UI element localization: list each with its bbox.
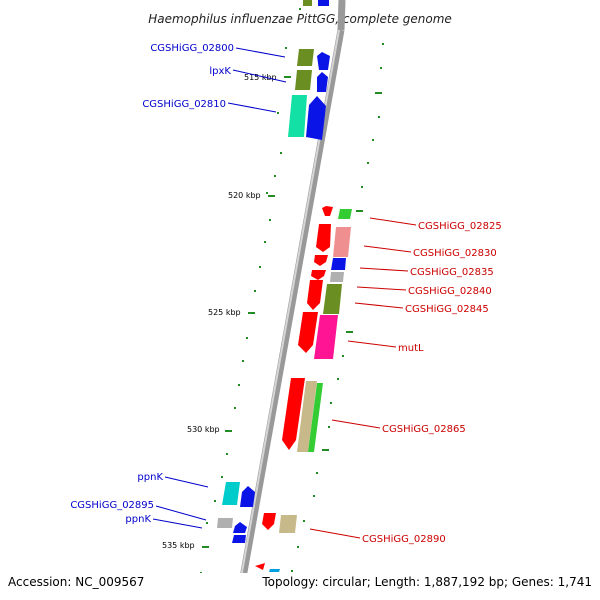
kbp-ticks [202, 76, 291, 548]
forward-gene-labels: CGSHiGG_02800 lpxK CGSHiGG_02810 ppnK CG… [70, 43, 234, 525]
gene-cgshigg-02895[interactable] [217, 518, 233, 528]
kbp-label-530: 530 kbp [187, 425, 220, 434]
label-mutl[interactable]: mutL [398, 343, 424, 354]
reverse-label-leaders [309, 217, 417, 539]
label-cgshigg-02810[interactable]: CGSHiGG_02810 [142, 99, 226, 110]
gene-ppnk-upper[interactable] [222, 482, 255, 507]
genome-summary-text: Topology: circular; Length: 1,887,192 bp… [261, 575, 592, 589]
label-cgshigg-02865[interactable]: CGSHiGG_02865 [382, 424, 466, 435]
label-cgshigg-02840[interactable]: CGSHiGG_02840 [408, 286, 492, 297]
gene-cgshigg-02845[interactable] [298, 312, 318, 353]
gene-lpxk[interactable] [295, 70, 328, 92]
gene-cgshigg-02835[interactable] [330, 272, 344, 282]
bottom-partial-genes [255, 563, 280, 572]
gene-cgshigg-02890[interactable] [262, 513, 297, 533]
kbp-label-535: 535 kbp [162, 541, 195, 550]
map-title: Haemophilus influenzae PittGG, complete … [148, 12, 452, 26]
label-ppnk-upper[interactable]: ppnK [137, 472, 163, 483]
gene-cgshigg-02810[interactable] [288, 95, 326, 140]
reverse-gene-labels: CGSHiGG_02825 CGSHiGG_02830 CGSHiGG_0283… [362, 221, 502, 545]
accession-text: Accession: NC_009567 [8, 575, 144, 589]
kbp-labels: 515 kbp 520 kbp 525 kbp 530 kbp 535 kbp [162, 73, 277, 550]
kbp-label-515: 515 kbp [244, 73, 277, 82]
kbp-label-520: 520 kbp [228, 191, 261, 200]
label-cgshigg-02895[interactable]: CGSHiGG_02895 [70, 500, 154, 511]
label-lpxk[interactable]: lpxK [209, 66, 231, 77]
gene-cgshigg-02825[interactable] [322, 206, 352, 219]
gene-small-red-arrows [311, 255, 328, 280]
label-cgshigg-02845[interactable]: CGSHiGG_02845 [405, 304, 489, 315]
top-partial-genes [303, 0, 329, 6]
gene-ppnk-lower[interactable] [232, 522, 247, 543]
label-cgshigg-02890[interactable]: CGSHiGG_02890 [362, 534, 446, 545]
forward-label-leaders [152, 47, 287, 529]
kbp-label-525: 525 kbp [208, 308, 241, 317]
inner-tick-marks [200, 8, 301, 574]
label-cgshigg-02835[interactable]: CGSHiGG_02835 [410, 267, 494, 278]
gene-mutl[interactable] [314, 315, 338, 359]
label-cgshigg-02800[interactable]: CGSHiGG_02800 [150, 43, 234, 54]
label-cgshigg-02830[interactable]: CGSHiGG_02830 [413, 248, 497, 259]
gene-cgshigg-02830[interactable] [316, 224, 351, 270]
outer-tick-marks [291, 43, 384, 572]
gene-cgshigg-02800[interactable] [297, 49, 330, 70]
label-cgshigg-02825[interactable]: CGSHiGG_02825 [418, 221, 502, 232]
gene-cgshigg-02840[interactable] [307, 280, 342, 314]
gene-cgshigg-02865[interactable] [282, 378, 323, 452]
footer-background [0, 573, 600, 600]
label-ppnk-lower[interactable]: ppnK [125, 514, 151, 525]
